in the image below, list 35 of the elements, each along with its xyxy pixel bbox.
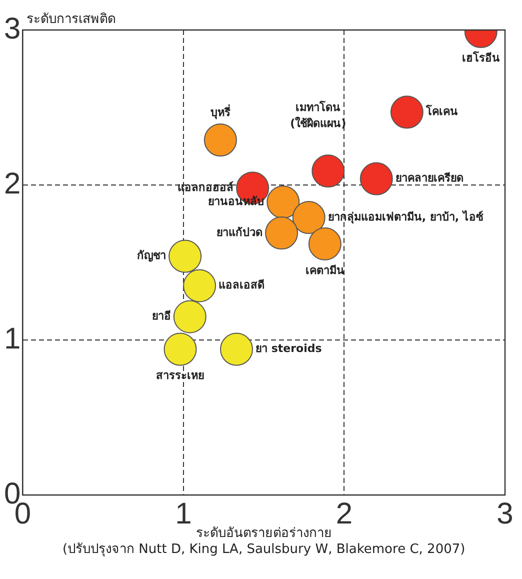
point — [308, 227, 342, 260]
point — [173, 300, 206, 334]
point — [360, 162, 393, 196]
data-label: ยากลุ่มแอมเฟตามีน, ยาบ้า, ไอซ์ — [328, 209, 484, 224]
y-tick-label: 1 — [4, 322, 21, 356]
point — [292, 201, 326, 234]
point — [183, 269, 216, 302]
data-label: แอลเอสดี — [218, 278, 265, 292]
data-label: ยาแก้ปวด — [216, 226, 263, 239]
point — [390, 96, 424, 129]
point — [312, 154, 345, 188]
data-label: ยาอี — [152, 310, 171, 323]
point — [220, 332, 254, 366]
data-label: ยา steroids — [256, 342, 322, 356]
data-label: เฮโรอีน — [462, 50, 500, 64]
point — [168, 240, 202, 273]
data-label: ยาคลายเครียด — [395, 172, 464, 185]
y-axis-title: ระดับการเสพติด — [26, 12, 116, 27]
x-tick-label: 3 — [496, 497, 514, 530]
data-label: เคตามีน — [305, 264, 344, 277]
y-tick-label: 3 — [4, 12, 21, 46]
x-tick-label: 2 — [336, 497, 353, 530]
data-label: โคเคน — [424, 104, 458, 118]
data-label: เมทาโดน (ใช้ผิดแผน) — [290, 100, 346, 130]
point — [266, 186, 300, 219]
x-tick-label: 1 — [175, 497, 192, 530]
data-label: กัญชา — [137, 249, 166, 262]
data-label: บุหรี่ — [210, 104, 230, 120]
y-tick-label: 2 — [4, 167, 21, 200]
x-axis-title: ระดับอันตรายต่อร่างกาย — [196, 526, 332, 541]
point — [204, 124, 237, 157]
data-label: สารระเหย — [156, 369, 204, 382]
text: (ปรับปรุงจาก Nutt D, King LA, Saulsbury W, Blakemore C, 2007) — [62, 542, 466, 557]
point — [265, 216, 298, 250]
point — [164, 332, 197, 366]
